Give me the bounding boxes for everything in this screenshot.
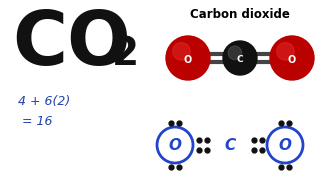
Circle shape (172, 43, 190, 60)
Text: Carbon dioxide: Carbon dioxide (190, 8, 290, 21)
Text: C: C (237, 55, 243, 64)
Circle shape (223, 41, 257, 75)
Text: CO: CO (12, 8, 131, 81)
Circle shape (276, 43, 294, 60)
Text: = 16: = 16 (22, 115, 52, 128)
Text: 2: 2 (112, 35, 139, 73)
Circle shape (228, 46, 242, 60)
Circle shape (270, 36, 314, 80)
Text: C: C (224, 138, 236, 154)
Text: O: O (169, 138, 181, 154)
Text: O: O (288, 55, 296, 65)
Text: 4 + 6(2): 4 + 6(2) (18, 95, 70, 108)
Circle shape (166, 36, 210, 80)
Text: O: O (278, 138, 292, 154)
Text: O: O (184, 55, 192, 65)
